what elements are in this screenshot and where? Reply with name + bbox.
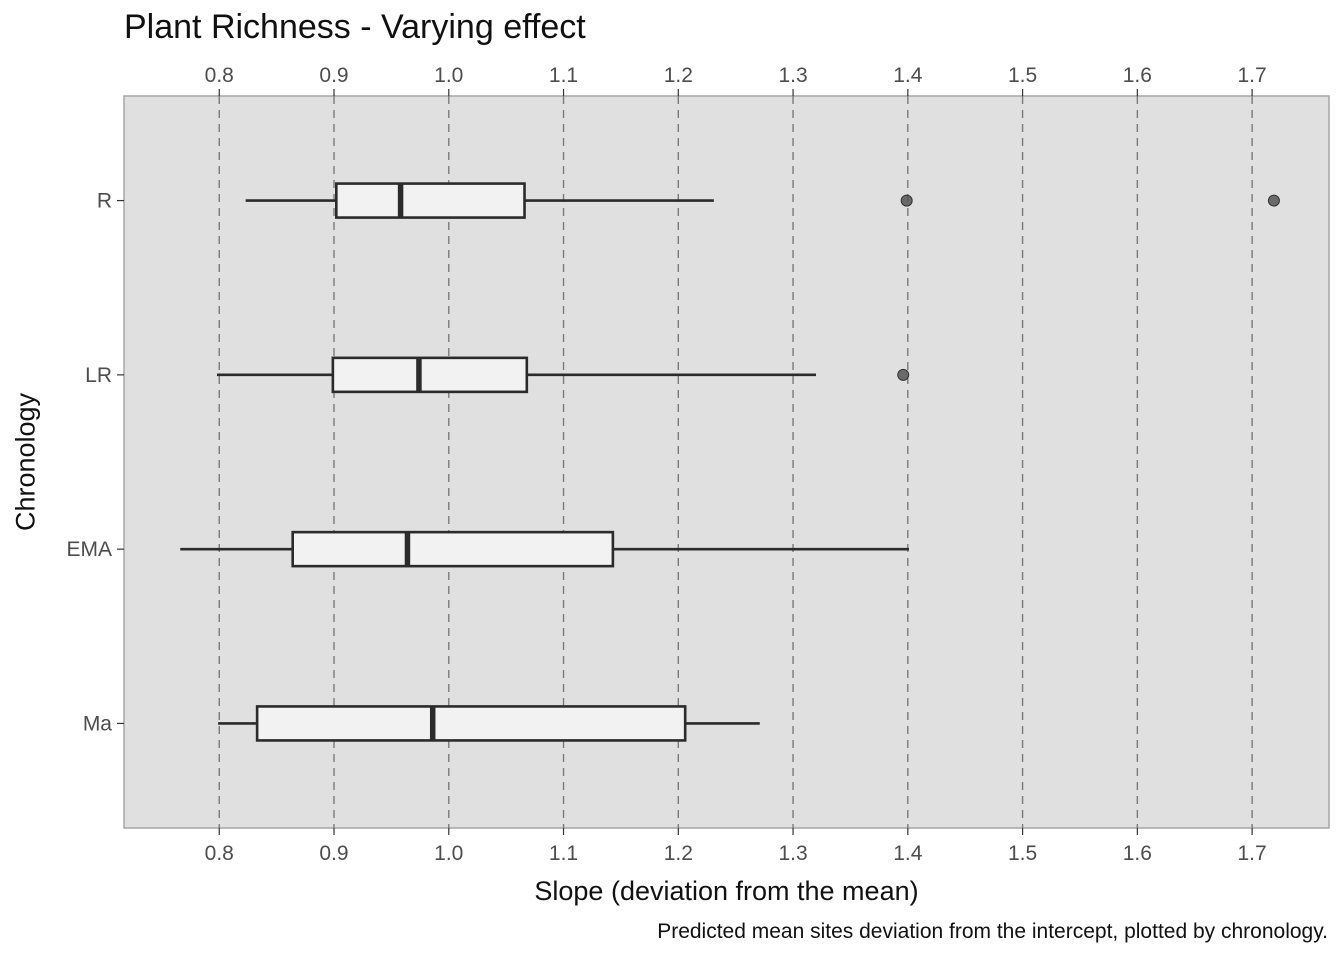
box-Ma: [218, 705, 760, 742]
x-tick-label-top: 0.9: [319, 64, 348, 87]
box-iqr: [335, 182, 526, 219]
x-tick-label-top: 1.4: [893, 64, 923, 87]
boxes: [180, 182, 1280, 742]
chart-caption: Predicted mean sites deviation from the …: [657, 920, 1328, 943]
box-iqr: [291, 530, 615, 568]
x-tick-label-bottom: 1.4: [893, 842, 923, 865]
x-axis-top: 0.8 0.9 1.0 1.1 1.2 1.3 1.4 1.5 1.6 1.7: [205, 64, 1267, 96]
x-tick-label-top: 1.0: [434, 64, 463, 87]
x-tick-label-bottom: 1.1: [549, 842, 578, 865]
box-LR: [216, 356, 910, 394]
x-tick-label-bottom: 1.3: [778, 842, 807, 865]
x-tick-label-bottom: 0.8: [205, 842, 234, 865]
y-tick-label: EMA: [66, 538, 112, 561]
y-axis: R LR EMA Ma: [66, 190, 124, 735]
x-tick-label-top: 1.1: [549, 64, 578, 87]
x-tick-label-bottom: 1.0: [434, 842, 463, 865]
x-tick-label-top: 1.6: [1123, 64, 1152, 87]
box-iqr: [255, 705, 687, 742]
x-tick-label-bottom: 1.7: [1238, 842, 1267, 865]
x-tick-label-top: 1.3: [778, 64, 807, 87]
x-tick-label-top: 1.2: [664, 64, 693, 87]
x-tick-label-top: 1.7: [1238, 64, 1267, 87]
outlier-point: [1267, 194, 1280, 207]
x-tick-label-top: 0.8: [205, 64, 234, 87]
y-tick-label: LR: [85, 364, 112, 387]
box-EMA: [180, 530, 909, 568]
x-tick-label-bottom: 1.2: [664, 842, 693, 865]
chart-title: Plant Richness - Varying effect: [124, 8, 586, 46]
y-tick-label: Ma: [83, 712, 112, 735]
outlier-point: [897, 368, 910, 381]
x-tick-label-bottom: 1.5: [1008, 842, 1037, 865]
x-tick-label-top: 1.5: [1008, 64, 1037, 87]
box-iqr: [331, 356, 529, 394]
box-R: [245, 182, 1280, 219]
x-axis-title: Slope (deviation from the mean): [534, 876, 919, 906]
y-axis-title: Chronology: [10, 392, 41, 532]
outlier-point: [900, 194, 913, 207]
x-tick-label-bottom: 0.9: [319, 842, 348, 865]
x-axis-bottom: 0.8 0.9 1.0 1.1 1.2 1.3 1.4 1.5 1.6 1.7: [205, 828, 1267, 865]
x-tick-label-bottom: 1.6: [1123, 842, 1152, 865]
y-tick-label: R: [97, 190, 112, 213]
